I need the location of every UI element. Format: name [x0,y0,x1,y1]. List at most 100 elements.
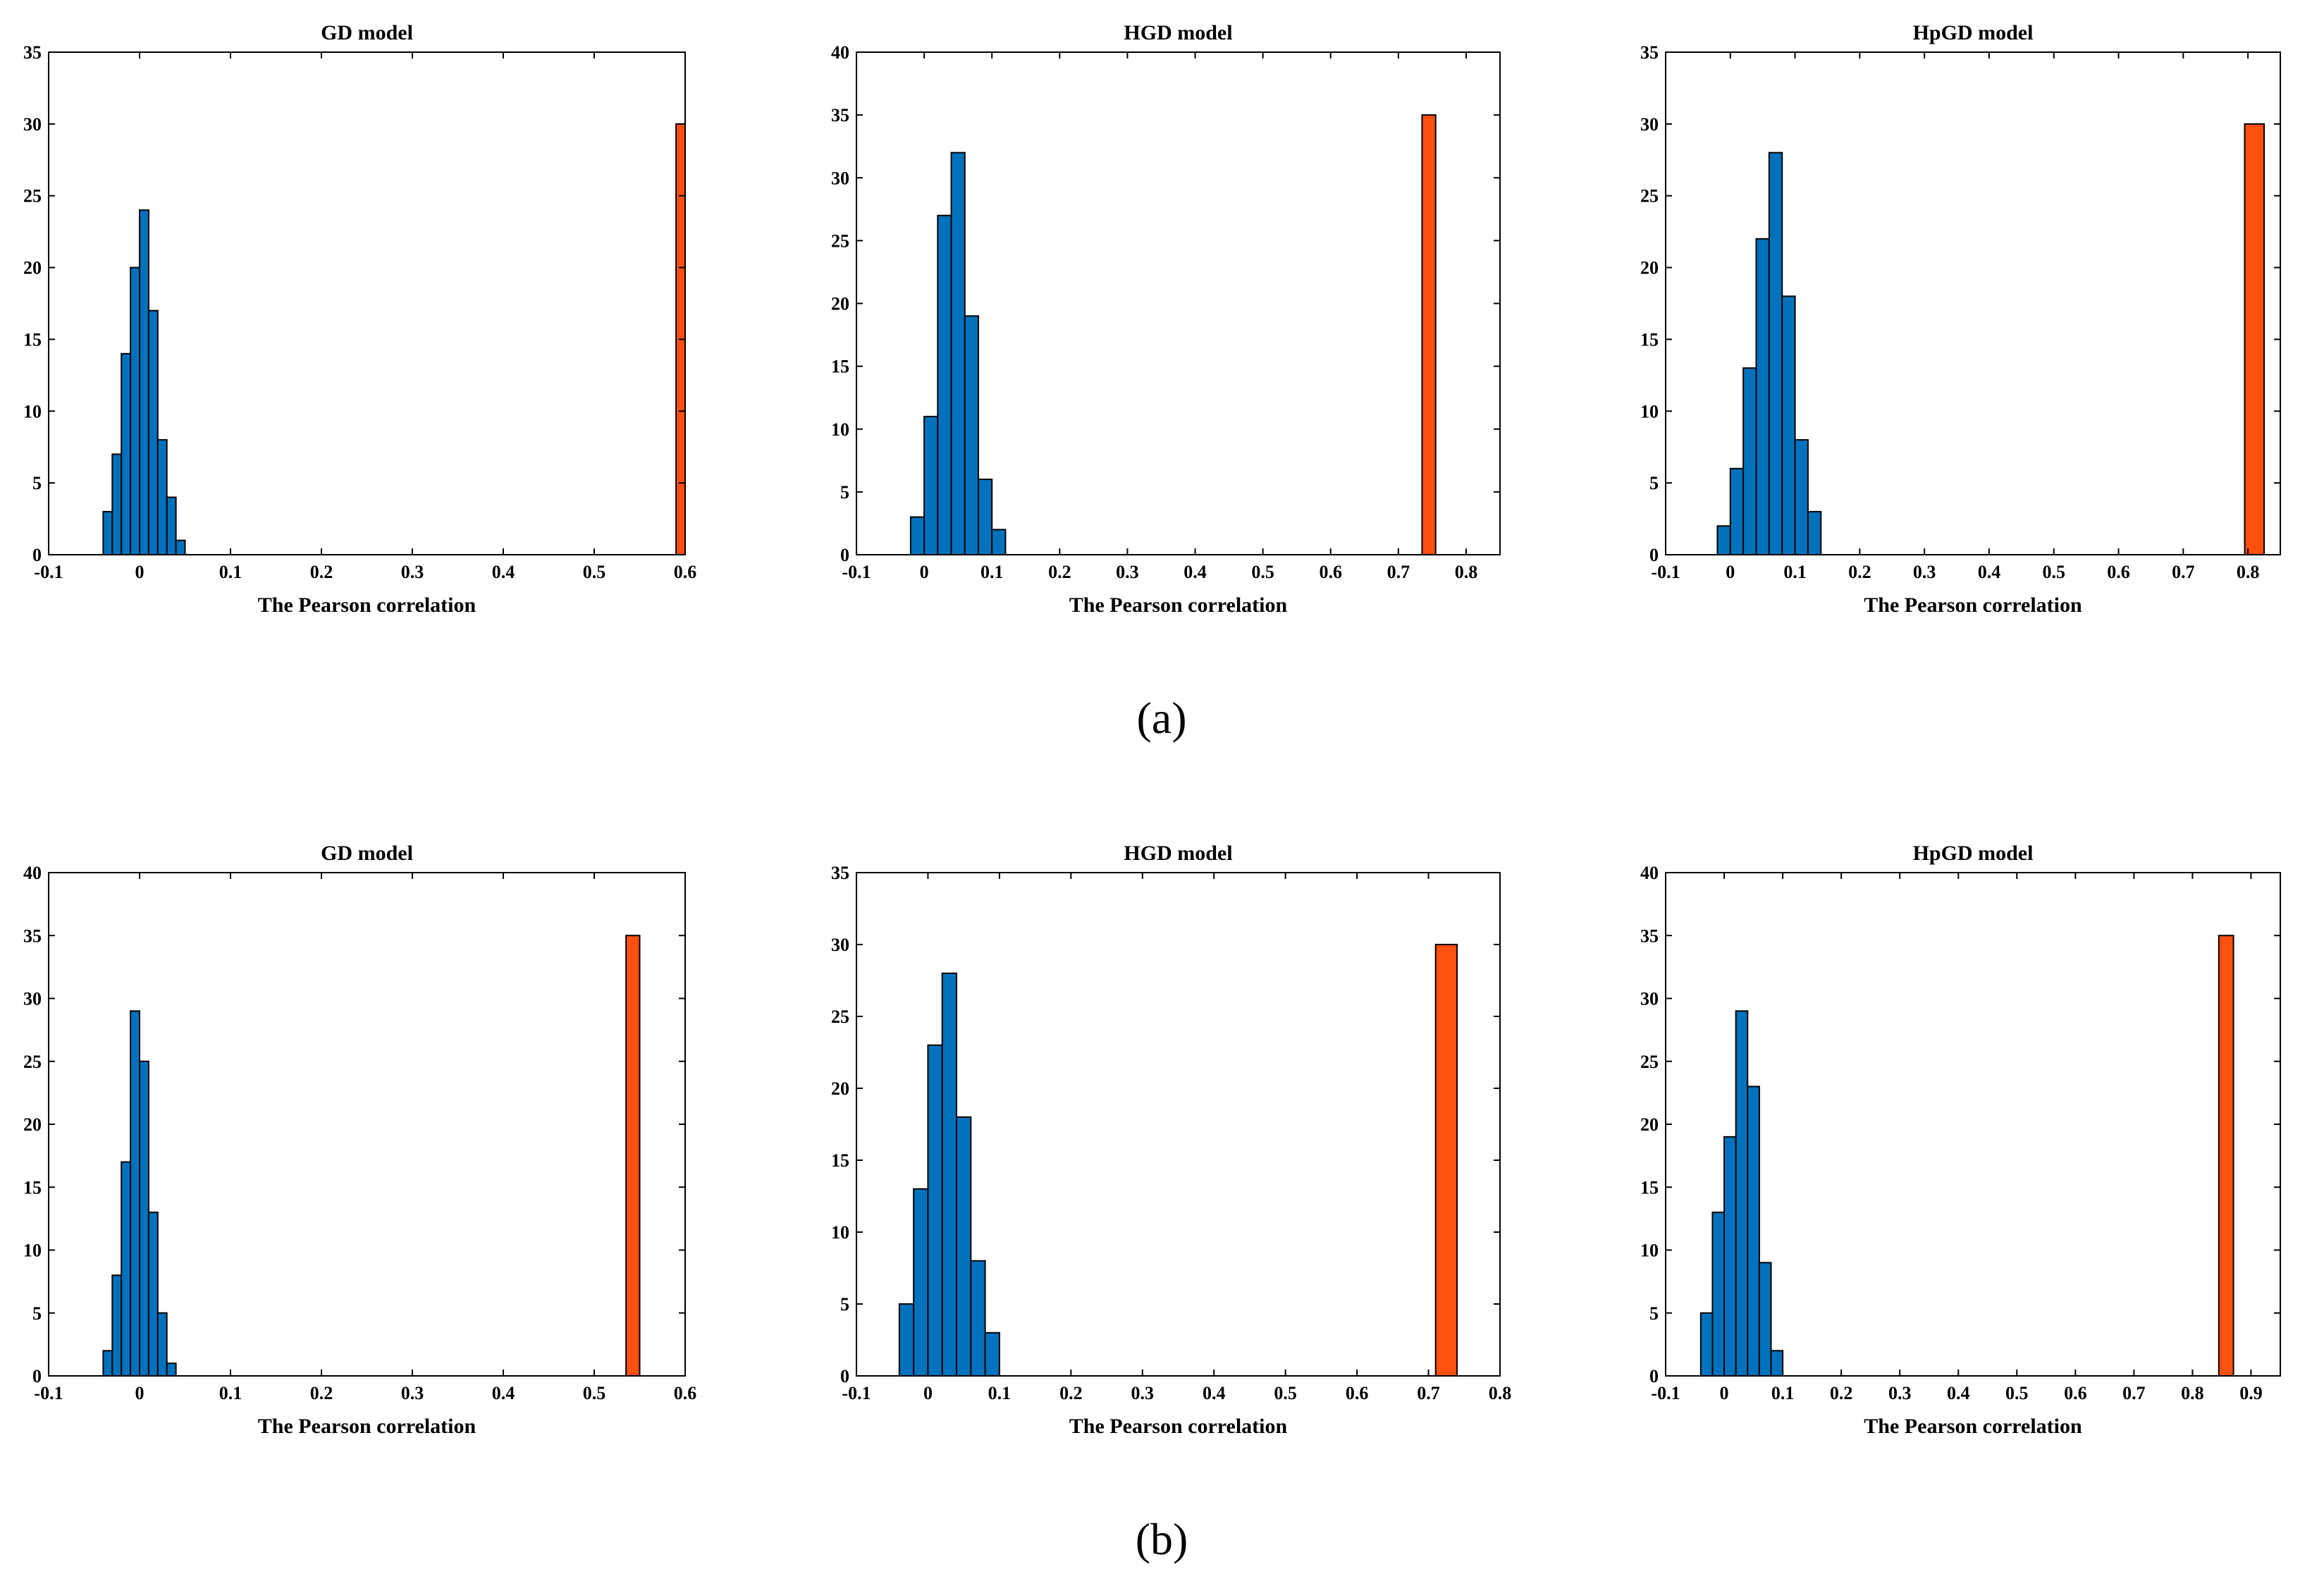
y-tick-label: 20 [23,258,42,278]
null-bar-3-1 [1716,525,1731,555]
null-bar-4-6 [147,1211,159,1377]
x-tick-label: 0.8 [2237,562,2260,582]
y-tick-label: 25 [831,1007,849,1027]
x-tick-label: 0.5 [583,1383,606,1403]
x-axis-label-1: The Pearson correlation [258,593,477,617]
x-tick-label: 0.3 [1888,1383,1912,1403]
x-tick-label: 0.5 [2042,562,2065,582]
x-tick-label: 0 [920,562,929,582]
y-tick-label: 0 [32,1366,42,1386]
y-tick-label: 15 [831,1150,849,1171]
y-tick-label: 0 [1649,545,1659,565]
histogram-panel-2: -0.1 0 0.1 0.2 0.3 0.4 0.5 0.6 0.7 0.805101520253… [831,21,1501,617]
x-tick-label: 0.8 [1455,562,1478,582]
null-bar-1-5 [139,209,149,555]
null-bar-2-1 [909,516,926,556]
y-tick-label: 10 [1640,1241,1659,1261]
y-tick-label: 35 [831,105,849,125]
y-tick-label: 40 [831,42,849,63]
null-bar-3-6 [1781,295,1796,555]
y-tick-label: 0 [32,545,42,565]
y-tick-label: 30 [23,989,42,1009]
chart-title-5: HGD model [1124,842,1232,865]
y-tick-label: 10 [831,1222,849,1243]
histogram-panel-1: -0.1 0 0.1 0.2 0.3 0.4 0.5 0.605101520253035GD … [23,21,696,617]
chart-title-1: GD model [321,21,413,44]
null-bar-4-7 [156,1312,168,1377]
axes-box-5 [856,872,1501,1377]
x-tick-label: 0.4 [1203,1383,1226,1403]
y-tick-label: 25 [1640,186,1659,207]
null-bar-5-6 [970,1260,986,1377]
y-tick-label: 30 [23,114,42,135]
x-tick-label: -0.1 [1651,562,1680,582]
x-tick-label: 0.3 [401,1383,424,1403]
x-tick-label: 0 [1720,1383,1729,1403]
x-tick-label: 0.6 [1319,562,1342,582]
null-bar-4-2 [111,1274,123,1377]
x-tick-label: 0.4 [1978,562,2001,582]
y-tick-label: 20 [831,294,849,314]
null-bar-3-4 [1755,238,1770,555]
x-tick-label: 0.1 [219,562,242,582]
x-tick-label: 0.2 [310,1383,333,1403]
null-bar-4-4 [130,1010,141,1377]
y-tick-label: 5 [1649,473,1659,493]
x-tick-label: 0.6 [1346,1383,1369,1403]
x-tick-label: 0.6 [674,562,697,582]
y-tick-label: 30 [1640,989,1659,1009]
chart-panels: -0.1 0 0.1 0.2 0.3 0.4 0.5 0.605101520253035GD … [23,21,2281,1438]
x-tick-label: 0.1 [980,562,1004,582]
y-tick-label: 5 [840,482,849,503]
null-bar-6-4 [1735,1010,1749,1377]
y-tick-label: 30 [1640,114,1659,135]
y-tick-label: 35 [1640,925,1659,946]
y-tick-label: 25 [23,186,42,207]
x-tick-label: 0.5 [1274,1383,1297,1403]
x-tick-label: 0.3 [1116,562,1139,582]
x-tick-label: 0.1 [1783,562,1807,582]
null-bar-3-8 [1807,510,1822,556]
y-tick-label: 10 [23,401,42,422]
y-tick-label: 40 [23,863,42,883]
x-tick-label: 0.5 [583,562,606,582]
null-bar-2-7 [991,529,1007,555]
null-bar-5-7 [984,1331,1000,1377]
x-tick-label: 0.7 [1417,1383,1440,1403]
axes-box-1 [48,51,686,555]
y-tick-label: 15 [1640,329,1659,350]
null-bar-1-9 [175,539,186,556]
x-tick-label: 0.3 [1913,562,1936,582]
null-bar-5-5 [956,1116,972,1377]
null-bar-5-3 [927,1044,943,1377]
x-tick-label: 0.6 [2107,562,2130,582]
null-bar-2-6 [977,479,993,555]
x-tick-label: 0 [135,562,145,582]
x-tick-label: 0.8 [2181,1383,2204,1403]
x-tick-label: -0.1 [1651,1383,1680,1403]
y-tick-label: 15 [23,329,42,350]
x-tick-label: 0.1 [219,1383,242,1403]
observed-bar-4 [625,935,641,1377]
null-bar-4-5 [139,1060,149,1377]
x-tick-label: 0.4 [1183,562,1207,582]
y-tick-label: 35 [23,42,42,63]
x-tick-label: 0 [135,1383,145,1403]
null-bar-5-2 [913,1188,929,1377]
y-tick-label: 20 [1640,258,1659,278]
null-bar-6-6 [1758,1262,1772,1377]
histogram-panel-4: -0.1 0 0.1 0.2 0.3 0.4 0.5 0.60510152025303540G… [23,842,696,1438]
x-tick-label: 0.3 [401,562,424,582]
x-tick-label: -0.1 [842,562,871,582]
x-tick-label: 0 [923,1383,933,1403]
y-tick-label: 20 [23,1114,42,1135]
x-axis-label-6: The Pearson correlation [1864,1415,2082,1438]
null-bar-1-1 [102,510,113,556]
x-tick-label: 0.5 [2005,1383,2029,1403]
x-tick-label: 0.6 [2064,1383,2087,1403]
y-tick-label: 35 [23,925,42,946]
null-bar-6-7 [1770,1350,1784,1377]
chart-title-2: HGD model [1124,21,1232,44]
y-tick-label: 0 [840,545,849,565]
